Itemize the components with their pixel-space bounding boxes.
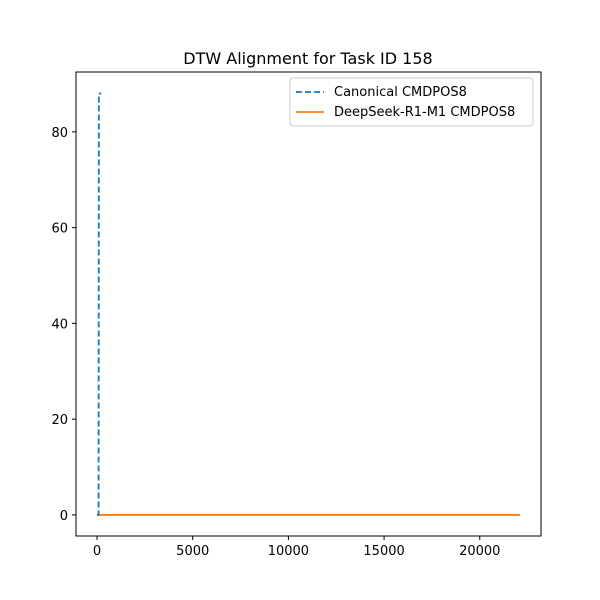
y-tick-label: 20: [51, 413, 68, 428]
y-tick-label: 0: [60, 509, 68, 524]
legend-label-deepseek: DeepSeek-R1-M1 CMDPOS8: [334, 105, 515, 120]
chart-title: DTW Alignment for Task ID 158: [183, 49, 432, 68]
x-tick-label: 15000: [363, 544, 404, 559]
plot-frame: [75, 71, 542, 537]
y-tick-label: 80: [51, 126, 68, 141]
x-tick-label: 0: [93, 544, 101, 559]
x-tick-label: 10000: [268, 544, 309, 559]
y-tick-label: 60: [51, 222, 68, 237]
legend-label-canonical: Canonical CMDPOS8: [334, 85, 467, 100]
series-layer: [97, 92, 520, 516]
legend: Canonical CMDPOS8 DeepSeek-R1-M1 CMDPOS8: [289, 77, 534, 127]
legend-box: [289, 77, 534, 127]
y-tick-label: 40: [51, 317, 68, 332]
x-tick-label: 5000: [176, 544, 209, 559]
x-tick-label: 20000: [459, 544, 500, 559]
ticks-layer: 0 5000 10000 15000 20000 0 20 40 60 80: [51, 126, 500, 559]
series-line-canonical: [97, 92, 102, 516]
